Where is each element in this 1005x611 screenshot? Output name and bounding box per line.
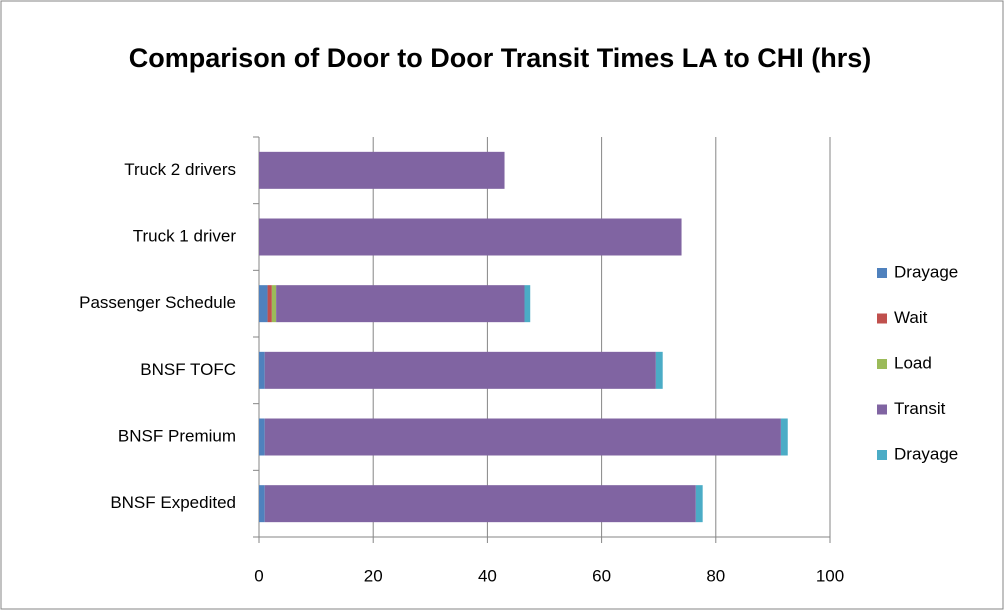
y-tick-label: BNSF Expedited <box>110 493 236 512</box>
bar-segment <box>271 285 277 323</box>
legend-swatch <box>877 450 887 460</box>
bar-segment <box>264 351 656 389</box>
bar-segment <box>264 485 696 523</box>
legend-label: Drayage <box>894 262 958 281</box>
x-tick-label: 80 <box>706 566 725 585</box>
legend-label: Wait <box>894 308 928 327</box>
x-tick-label: 100 <box>816 566 844 585</box>
bar-segment <box>259 351 265 389</box>
y-tick-label: BNSF Premium <box>118 426 236 445</box>
bar-segment <box>259 285 268 323</box>
legend-label: Transit <box>894 399 946 418</box>
bar-segment <box>259 218 682 256</box>
x-tick-label: 60 <box>592 566 611 585</box>
legend-label: Load <box>894 353 932 372</box>
bar-segment <box>259 485 265 523</box>
bar-segment <box>259 151 505 189</box>
bar-segment <box>264 418 781 456</box>
y-tick-label: Truck 1 driver <box>133 226 237 245</box>
x-tick-label: 40 <box>478 566 497 585</box>
x-tick-label: 20 <box>364 566 383 585</box>
bar-segment <box>524 285 531 323</box>
bar-segment <box>695 485 703 523</box>
bar-segment <box>276 285 525 323</box>
y-tick-label: Truck 2 drivers <box>124 160 236 179</box>
y-tick-label: BNSF TOFC <box>140 360 236 379</box>
legend-swatch <box>877 313 887 324</box>
legend-swatch <box>877 404 887 415</box>
bar-segment <box>259 418 265 456</box>
legend-swatch <box>877 268 887 278</box>
chart-title: Comparison of Door to Door Transit Times… <box>128 43 872 73</box>
x-tick-label: 0 <box>254 566 263 585</box>
legend-swatch <box>877 359 887 369</box>
bar-segment <box>780 418 788 456</box>
legend-label: Drayage <box>894 444 958 463</box>
bar-segment <box>655 351 663 389</box>
y-tick-label: Passenger Schedule <box>79 293 236 312</box>
bar-segment <box>267 285 272 323</box>
